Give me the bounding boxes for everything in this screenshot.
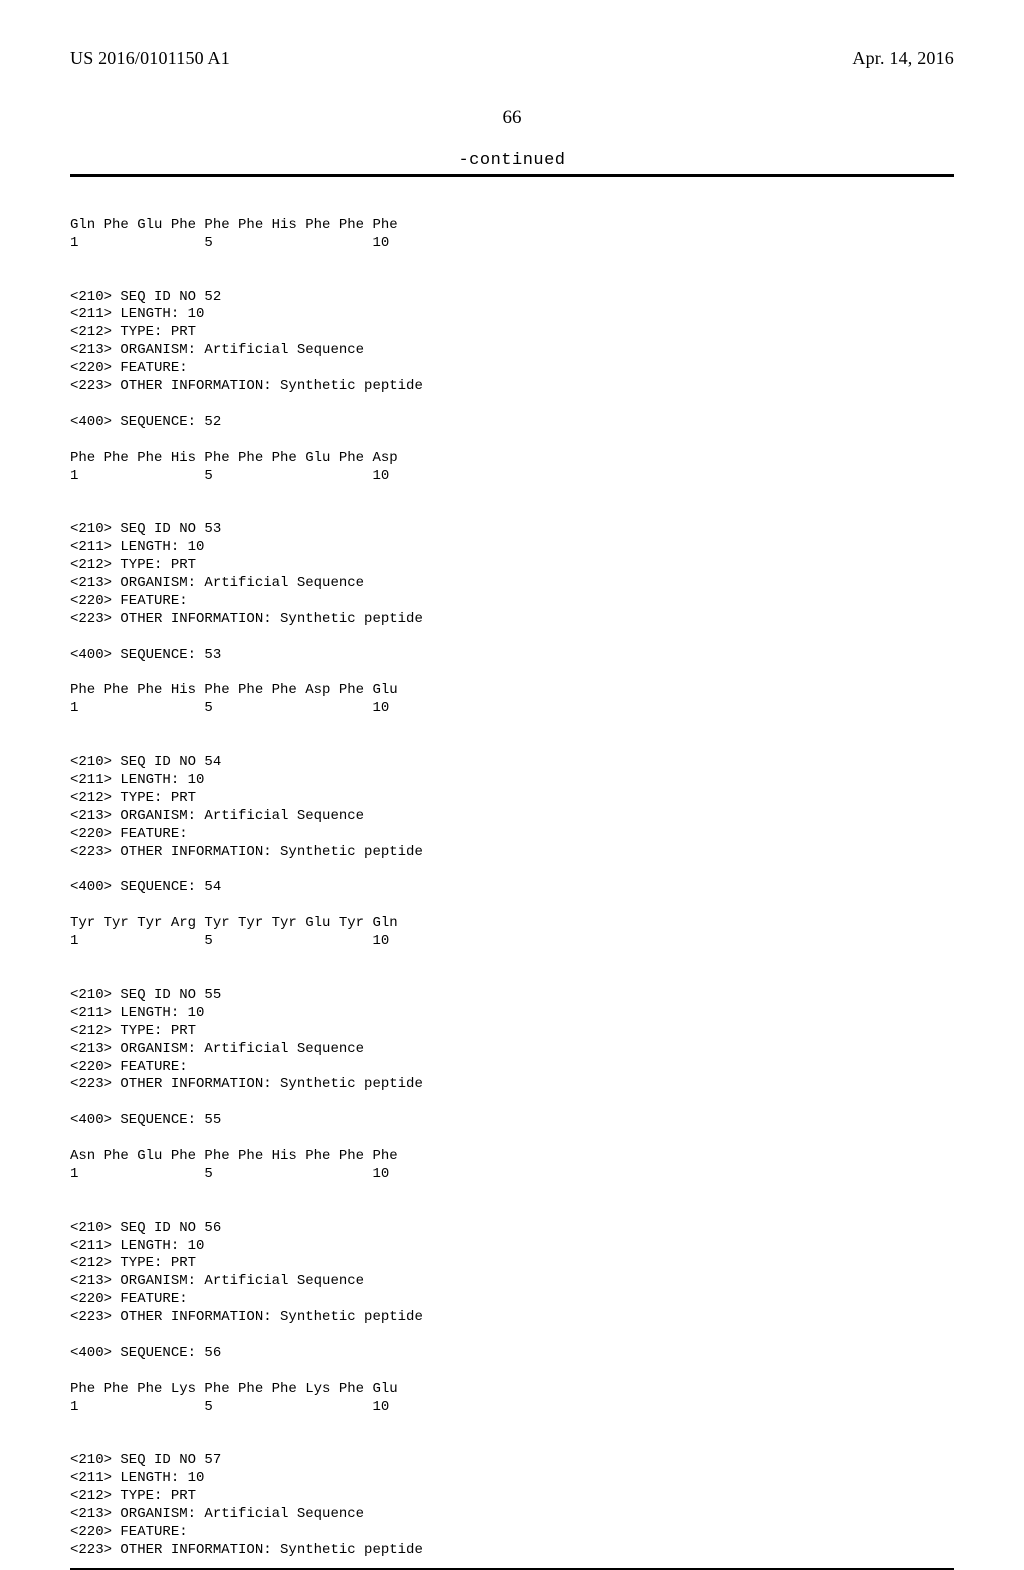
publication-date: Apr. 14, 2016 xyxy=(852,48,954,69)
continued-label-wrap: -continued xyxy=(70,151,954,170)
continued-label: -continued xyxy=(458,151,565,170)
sequence-listing: Gln Phe Glu Phe Phe Phe His Phe Phe Phe … xyxy=(70,199,954,1560)
rule-top xyxy=(70,174,954,177)
page: US 2016/0101150 A1 Apr. 14, 2016 66 -con… xyxy=(0,0,1024,1320)
page-number: 66 xyxy=(70,107,954,129)
publication-number: US 2016/0101150 A1 xyxy=(70,48,230,69)
page-header: US 2016/0101150 A1 Apr. 14, 2016 xyxy=(70,48,954,69)
